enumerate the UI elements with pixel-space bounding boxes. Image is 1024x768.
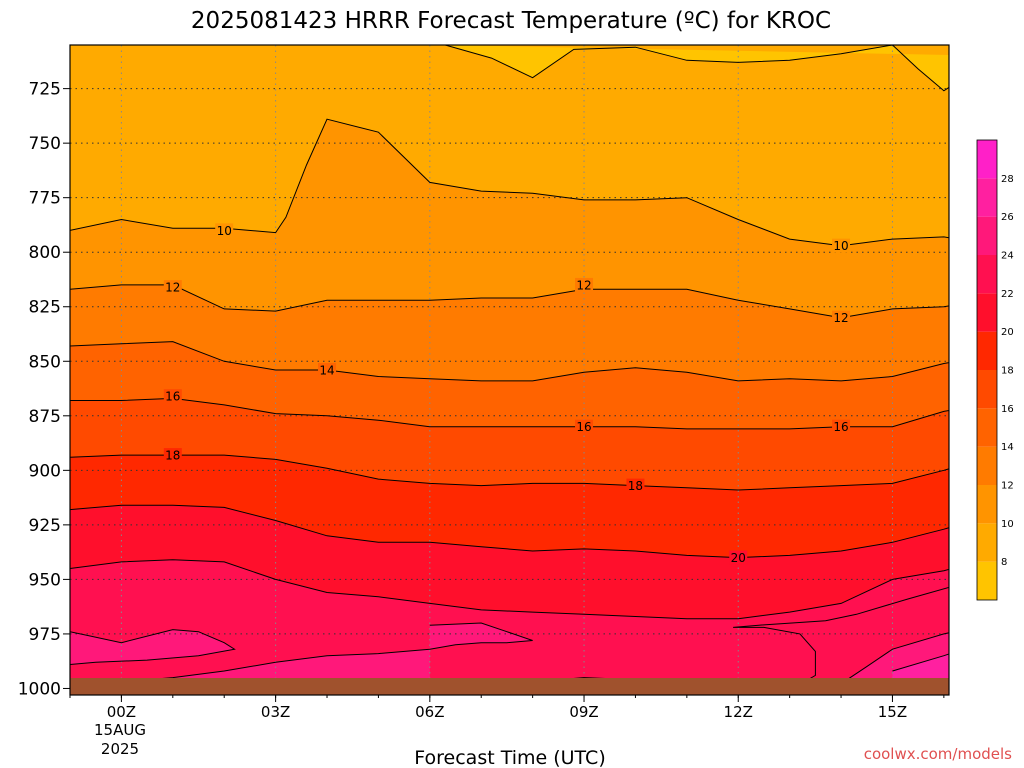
colorbar-band-26 bbox=[977, 178, 997, 217]
contour-label-16-2: 16 bbox=[833, 420, 848, 434]
temperature-fill-layer bbox=[70, 45, 949, 695]
colorbar-band-18 bbox=[977, 331, 997, 370]
colorbar-tick-18: 18 bbox=[1001, 366, 1014, 377]
colorbar-band-16 bbox=[977, 370, 997, 409]
colorbar-tick-12: 12 bbox=[1001, 481, 1014, 492]
contour-label-bg-18-0 bbox=[163, 448, 182, 463]
contour-label-bg-10-1 bbox=[832, 238, 851, 253]
contour-label-bg-12-0 bbox=[163, 280, 182, 295]
plot-frame bbox=[69, 44, 950, 696]
y-tick-label-750: 750 bbox=[29, 134, 61, 154]
contour-label-12-1: 12 bbox=[576, 278, 591, 292]
colorbar-tick-20: 20 bbox=[1001, 327, 1014, 338]
y-tick-label-975: 975 bbox=[29, 625, 61, 645]
contour-18-5 bbox=[70, 454, 949, 491]
x-axis: 00Z 03Z 06Z 09Z 12Z 15Z bbox=[69, 695, 945, 721]
contour-label-16-1: 16 bbox=[576, 420, 591, 434]
x-tick-label-0: 00Z bbox=[107, 703, 136, 721]
contour-label-18-1: 18 bbox=[628, 479, 643, 493]
contour-label-10-1: 10 bbox=[833, 239, 848, 253]
colorbar-tick-26: 26 bbox=[1001, 212, 1014, 223]
y-tick-label-875: 875 bbox=[29, 407, 61, 427]
colorbar-tick-14: 14 bbox=[1001, 442, 1014, 453]
colorbar-band-8 bbox=[977, 523, 997, 562]
colorbar-band-20 bbox=[977, 293, 997, 332]
colorbar-band-22 bbox=[977, 255, 997, 294]
date-line-2: 2025 bbox=[101, 740, 139, 758]
contour-22-7 bbox=[70, 559, 949, 620]
y-tick-label-850: 850 bbox=[29, 352, 61, 372]
colorbar-tick-16: 16 bbox=[1001, 404, 1014, 415]
colorbar-band-10 bbox=[977, 485, 997, 524]
ground-surface bbox=[70, 678, 949, 695]
contour-10-1 bbox=[70, 118, 949, 247]
x-tick-label-6: 06Z bbox=[415, 703, 444, 721]
contour-label-10-0: 10 bbox=[217, 224, 232, 238]
contour-layer: 10 10 12 12 12 14 16 16 16 18 18 20 bbox=[70, 45, 949, 692]
y-tick-label-950: 950 bbox=[29, 570, 61, 590]
y-tick-label-775: 775 bbox=[29, 189, 61, 209]
contour-label-bg-14-0 bbox=[318, 363, 337, 377]
contour-label-bg-18-1 bbox=[626, 478, 645, 493]
colorbar-band-14 bbox=[977, 408, 997, 447]
colorbar: 8 10 12 14 16 18 20 22 24 26 28 bbox=[976, 139, 1014, 601]
contour-label-20-0: 20 bbox=[731, 551, 746, 565]
y-tick-label-1000: 1000 bbox=[18, 679, 61, 699]
colorbar-band-12 bbox=[977, 446, 997, 485]
fill-band-8 bbox=[445, 45, 949, 91]
contour-label-bg-12-2 bbox=[832, 310, 851, 325]
colorbar-tick-28: 28 bbox=[1001, 174, 1014, 185]
contour-label-bg-10-0 bbox=[215, 223, 234, 238]
x-tick-label-9: 09Z bbox=[569, 703, 598, 721]
x-tick-label-12: 12Z bbox=[724, 703, 753, 721]
ground-layer bbox=[70, 678, 949, 695]
x-axis-label: Forecast Time (UTC) bbox=[414, 747, 605, 768]
contour-label-bg-16-2 bbox=[832, 419, 851, 434]
date-line-1: 15AUG bbox=[94, 721, 146, 739]
y-axis: 725 750 775 800 825 850 875 900 925 950 975 1000 bbox=[18, 80, 70, 699]
colorbar-frame bbox=[976, 139, 998, 601]
colorbar-tick-22: 22 bbox=[1001, 289, 1014, 300]
y-tick-label-925: 925 bbox=[29, 516, 61, 536]
contour-label-bg-16-1 bbox=[575, 419, 594, 434]
y-tick-label-725: 725 bbox=[29, 80, 61, 100]
contour-24-9 bbox=[70, 622, 533, 687]
contour-24-8 bbox=[70, 629, 236, 665]
y-tick-label-800: 800 bbox=[29, 243, 61, 263]
contour-22-11 bbox=[733, 586, 949, 692]
fill-pocket-24-1 bbox=[70, 623, 533, 695]
contour-20-6 bbox=[70, 504, 949, 559]
y-tick-label-900: 900 bbox=[29, 461, 61, 481]
y-tick-label-825: 825 bbox=[29, 298, 61, 318]
contour-label-bg-16-0 bbox=[163, 389, 182, 404]
contour-24-12 bbox=[830, 632, 949, 692]
contour-label-14-0: 14 bbox=[319, 364, 334, 378]
chart-title: 2025081423 HRRR Forecast Temperature (ºC… bbox=[191, 8, 831, 34]
colorbar-band-28 bbox=[977, 140, 997, 179]
contour-8-0 bbox=[445, 45, 949, 92]
colorbar-tick-10: 10 bbox=[1001, 519, 1014, 530]
contour-26-13 bbox=[892, 653, 949, 672]
colorbar-tick-8: 8 bbox=[1001, 557, 1007, 568]
contour-label-bg-12-1 bbox=[575, 277, 594, 292]
contour-label-bg-20-0 bbox=[729, 550, 748, 565]
contour-label-16-0: 16 bbox=[165, 390, 180, 404]
colorbar-band-24 bbox=[977, 216, 997, 255]
colorbar-tick-24: 24 bbox=[1001, 251, 1014, 262]
contour-label-18-0: 18 bbox=[165, 449, 180, 463]
x-tick-label-15: 15Z bbox=[878, 703, 907, 721]
x-tick-label-3: 03Z bbox=[261, 703, 290, 721]
colorbar-band-6 bbox=[977, 561, 997, 600]
contour-label-12-0: 12 bbox=[165, 281, 180, 295]
contour-14-3 bbox=[70, 341, 949, 382]
contour-label-12-2: 12 bbox=[833, 311, 848, 325]
credit-link[interactable]: coolwx.com/models bbox=[864, 745, 1012, 763]
